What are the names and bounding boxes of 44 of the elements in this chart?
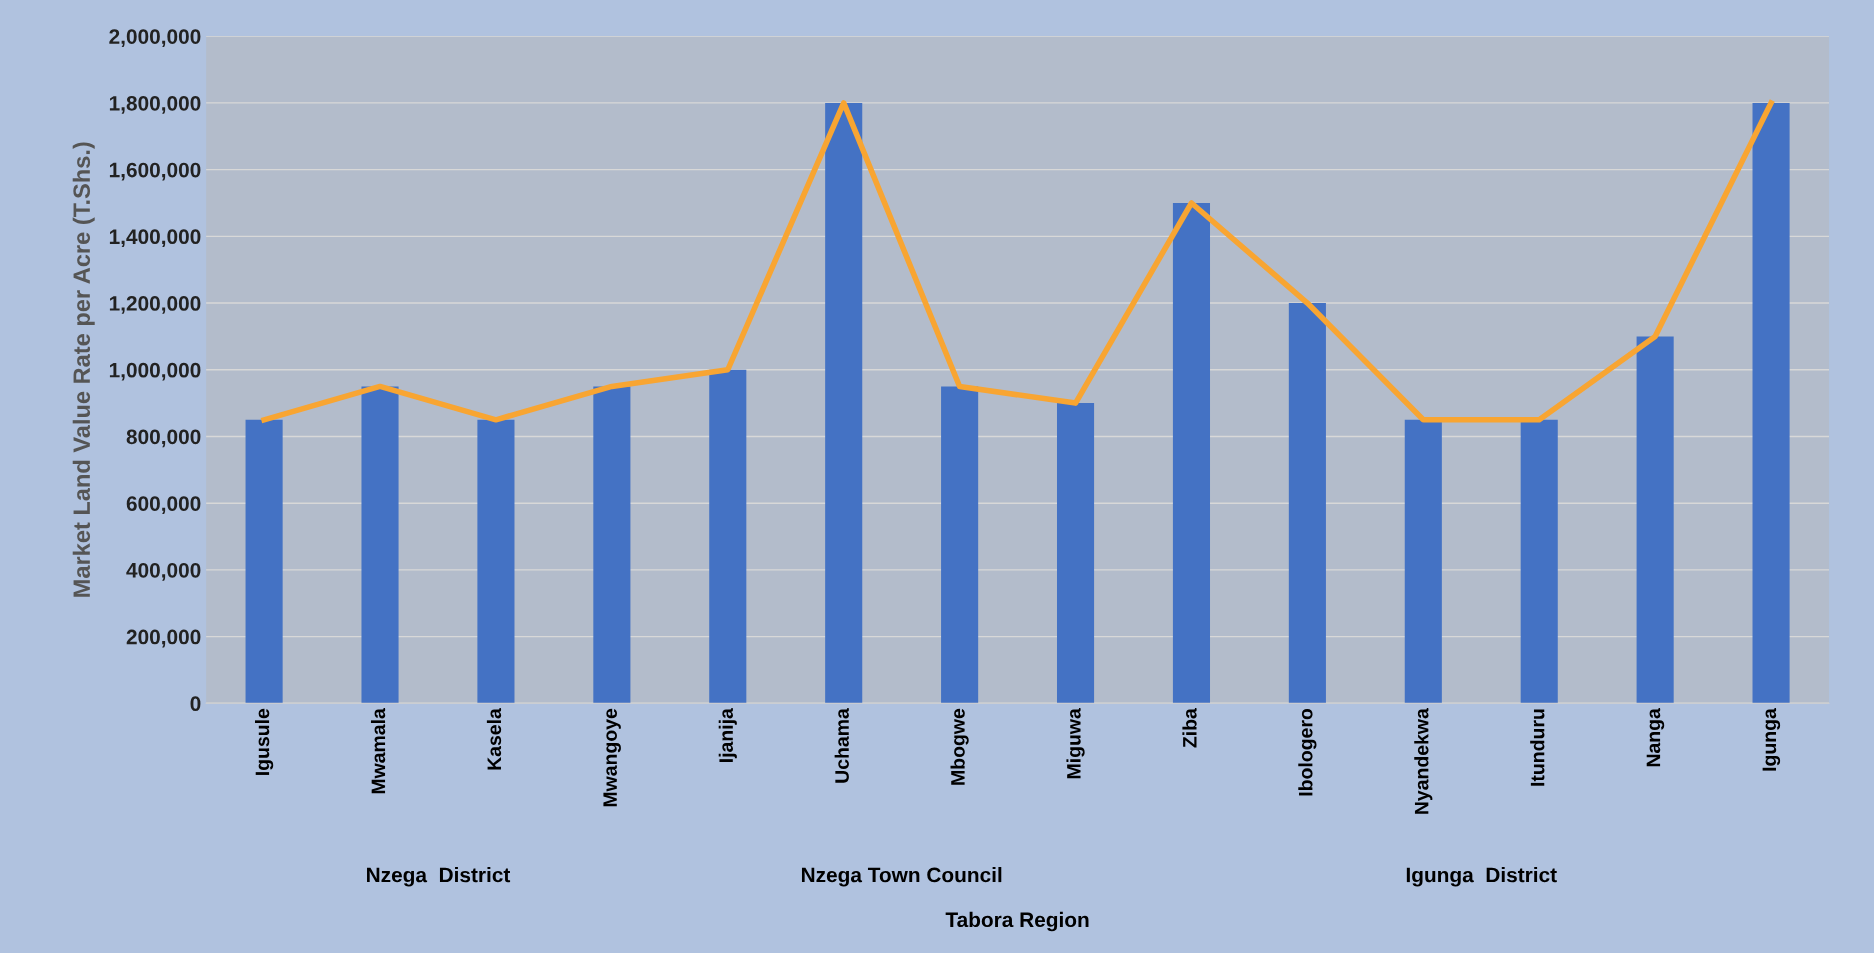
bar <box>1636 336 1674 704</box>
y-tick-label: 2,000,000 <box>109 29 201 47</box>
x-tick-label: Mbogwe <box>950 708 969 785</box>
y-axis-title: Market Land Value Rate per Acre (T.Shs.) <box>72 142 95 597</box>
bar <box>593 386 631 704</box>
y-tick-label: 1,800,000 <box>109 95 201 114</box>
x-tick-label: Ijanija <box>718 708 737 762</box>
bar <box>1172 202 1211 704</box>
x-tick-label: Uchama <box>834 708 849 783</box>
bar <box>1056 403 1095 704</box>
bar <box>941 386 979 704</box>
text: Igunga District <box>1406 867 1557 887</box>
y-tick-label: 1,000,000 <box>109 362 201 381</box>
text: Nzega District <box>367 867 511 887</box>
x-tick-label: Itunduru <box>1530 709 1545 786</box>
y-tick-label: 1,200,000 <box>109 296 201 314</box>
bar <box>1520 419 1558 704</box>
bar <box>1404 419 1442 704</box>
y-tick-label: 600,000 <box>126 496 201 514</box>
x-tick-label: Miguwa <box>1066 708 1085 779</box>
y-tick-label: 400,000 <box>126 562 201 581</box>
x-tick-label: Nanga <box>1646 708 1665 767</box>
x-tick-label: Mwangoye <box>603 708 621 807</box>
y-tick-label: 200,000 <box>126 629 201 648</box>
bar <box>825 102 863 704</box>
bar <box>245 419 283 704</box>
bar <box>709 369 747 704</box>
x-tick-label: Ibologero <box>1298 708 1317 796</box>
y-tick-label: 1,600,000 <box>109 162 201 181</box>
x-tick-label: Mwamala <box>370 708 386 794</box>
x-axis-title: Tabora Region <box>945 911 1089 932</box>
x-tick-label: Igusule <box>254 708 274 775</box>
y-tick-label: 800,000 <box>126 429 201 448</box>
bar <box>1752 102 1790 704</box>
bar <box>477 419 515 704</box>
x-tick-label: Nyandekwa <box>1414 708 1433 814</box>
x-tick-label: Igunga <box>1762 708 1781 771</box>
x-tick-label: Ziba <box>1182 708 1197 748</box>
text: Nzega Town Council <box>801 867 1002 887</box>
bar <box>1288 303 1326 704</box>
x-tick-label: Kasela <box>486 708 502 770</box>
y-tick-label: 0 <box>190 696 201 712</box>
bar <box>361 386 399 704</box>
y-tick-label: 1,400,000 <box>109 229 201 248</box>
